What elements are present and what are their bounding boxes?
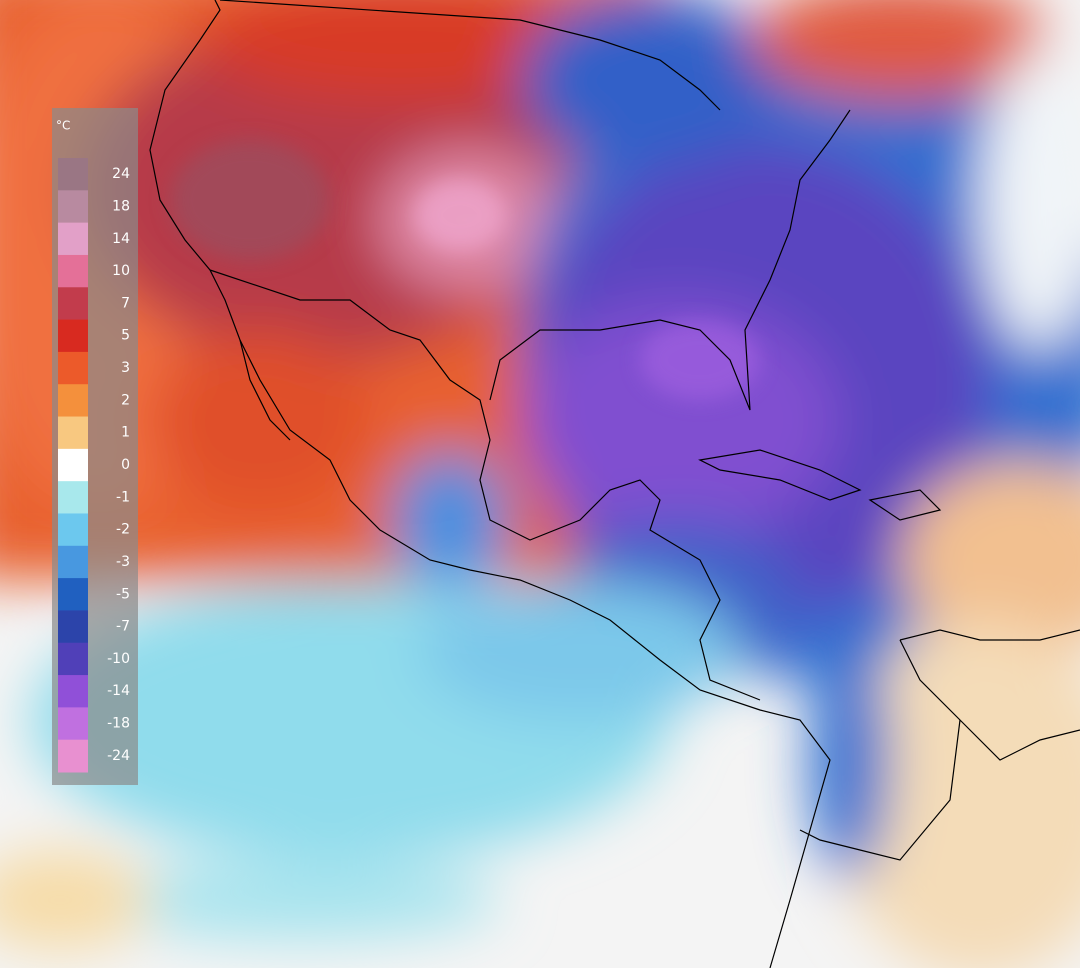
legend-label: -7	[116, 619, 130, 635]
legend-swatch	[58, 578, 88, 611]
legend-label: -24	[107, 748, 130, 764]
legend-label: 10	[112, 263, 130, 279]
legend-swatch	[58, 675, 88, 708]
legend-swatch	[58, 642, 88, 676]
legend-swatch	[58, 610, 88, 644]
legend-label: -14	[107, 683, 130, 699]
legend-label: 5	[121, 328, 130, 344]
legend-label: -18	[107, 716, 130, 732]
legend-swatch	[58, 384, 88, 418]
legend-swatch	[58, 158, 88, 191]
legend-label: 0	[121, 457, 130, 473]
legend-swatch	[58, 481, 88, 514]
legend-label: -1	[116, 489, 130, 505]
legend-label: 7	[121, 295, 130, 311]
legend-label: -10	[107, 651, 130, 667]
legend-label: 24	[112, 166, 130, 182]
legend-swatch	[58, 513, 88, 547]
legend-swatch	[58, 351, 88, 385]
legend-swatch	[58, 190, 88, 224]
legend-label: 3	[121, 360, 130, 376]
legend-label: 18	[112, 198, 130, 214]
legend-label: 2	[121, 392, 130, 408]
legend-label: 14	[112, 231, 130, 247]
coastlines	[149, 0, 1080, 968]
legend-swatch	[58, 545, 88, 579]
legend-unit: °C	[56, 119, 70, 133]
legend-swatch	[58, 739, 88, 773]
legend-swatch	[58, 707, 88, 741]
legend-swatch	[58, 319, 88, 353]
legend-label: -2	[116, 522, 130, 538]
legend-swatch	[58, 222, 88, 256]
legend-swatch	[58, 416, 88, 450]
legend-label: -3	[116, 554, 130, 570]
legend-swatch	[58, 254, 88, 288]
legend-swatch	[58, 448, 88, 482]
legend-label: 1	[121, 425, 130, 441]
legend-swatch	[58, 287, 88, 321]
legend-label: -5	[116, 586, 130, 602]
